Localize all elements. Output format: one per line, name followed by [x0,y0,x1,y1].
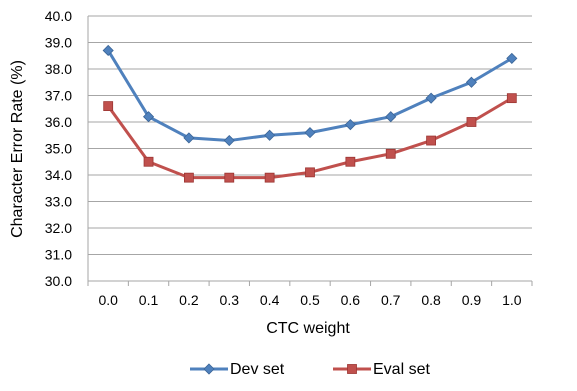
x-tick-labels: 0.0 0.1 0.2 0.3 0.4 0.5 0.6 0.7 0.8 0.9 1.0 [98,292,521,308]
x-tick-label: 0.8 [421,292,441,308]
legend-item: Eval set [333,361,430,378]
data-point [385,148,396,159]
legend-label: Dev set [230,361,285,378]
series-dev-set [102,44,518,147]
data-point [264,129,276,141]
legend-marker [347,364,357,374]
axes [87,16,533,286]
y-tick-label: 35.0 [45,141,72,157]
data-point [183,132,195,144]
data-point [142,111,155,123]
y-tick-label: 32.0 [45,220,72,236]
x-tick-label: 1.0 [502,292,522,308]
y-tick-label: 39.0 [45,35,72,51]
data-point [426,135,436,146]
data-point [385,111,397,123]
x-tick-label: 0.1 [139,292,159,308]
legend-label: Eval set [373,361,430,378]
y-tick-label: 30.0 [45,273,72,289]
y-tick-labels: 30.0 31.0 32.0 33.0 34.0 35.0 36.0 37.0 38.0 39.0… [45,8,72,289]
x-tick-label: 0.4 [260,292,280,308]
data-point [304,127,316,139]
data-point [344,119,356,131]
y-tick-label: 34.0 [45,167,72,183]
x-tick-label: 0.3 [220,292,240,308]
gridlines [88,15,532,255]
x-axis-label: CTC weight [266,320,350,337]
data-point [425,92,437,104]
y-tick-label: 38.0 [45,61,72,77]
data-point [102,44,114,57]
data-point [506,52,518,64]
legend-item: Dev set [190,361,285,378]
data-point [143,156,154,167]
data-point [506,93,517,104]
data-point [466,117,477,127]
data-point [465,76,478,88]
data-point [345,156,356,167]
y-tick-label: 40.0 [45,8,72,24]
y-tick-label: 31.0 [45,247,72,263]
y-tick-label: 36.0 [45,114,72,130]
x-tick-label: 0.9 [462,292,482,308]
data-point [223,134,235,147]
data-point [305,167,315,178]
data-point [224,172,235,183]
series-group [102,44,518,183]
series-eval-set [103,93,517,183]
legend: Dev set Eval set [190,361,430,378]
x-tick-label: 0.6 [341,292,361,308]
legend-marker [203,363,215,375]
x-tick-label: 0.2 [179,292,199,308]
x-tick-label: 0.5 [300,292,320,308]
y-axis-label: Character Error Rate (%) [9,60,26,238]
data-point [184,172,194,183]
x-tick-label: 0.0 [98,292,118,308]
y-tick-label: 33.0 [45,194,72,210]
data-point [103,101,114,111]
y-tick-label: 37.0 [45,88,72,104]
x-tick-label: 0.7 [381,292,401,308]
data-point [264,172,275,183]
